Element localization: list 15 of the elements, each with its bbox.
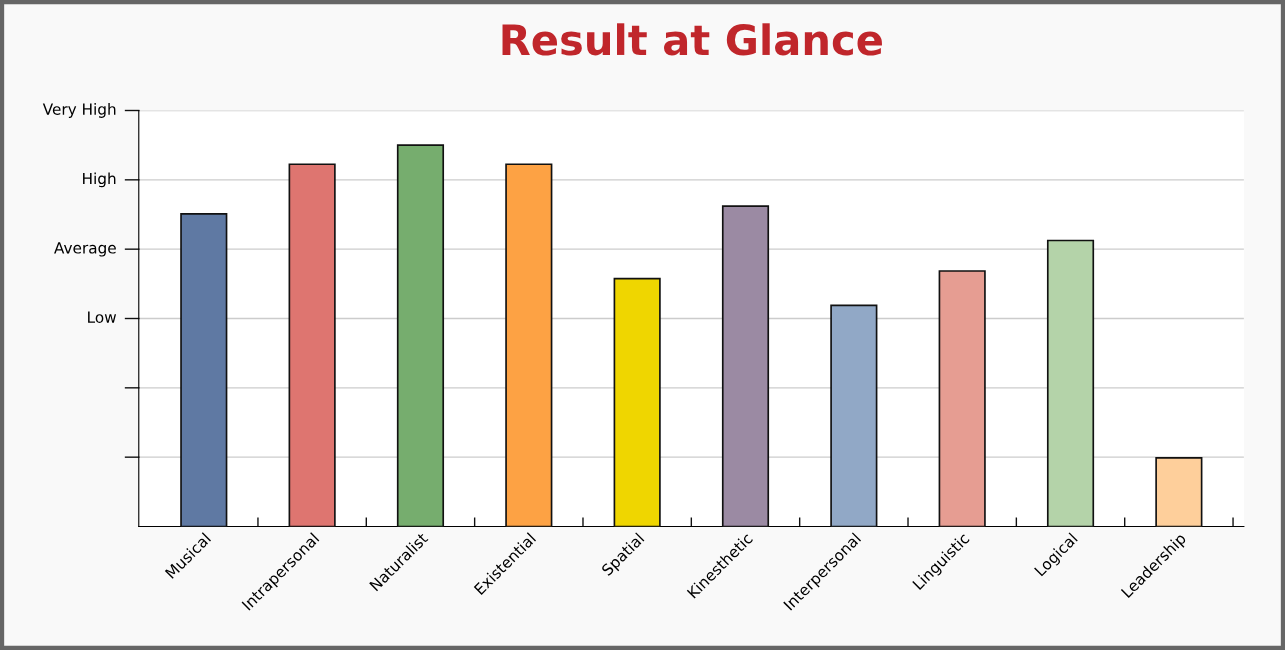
bar [938, 270, 986, 527]
bar [288, 163, 336, 527]
bar [613, 277, 661, 527]
bar [721, 205, 770, 527]
text: High [83, 172, 116, 188]
bar [830, 304, 878, 527]
chart-title: Result at Glance [502, 23, 882, 56]
bar [505, 163, 553, 527]
text: Low [88, 311, 117, 323]
text: Average [54, 242, 116, 257]
bar [180, 212, 228, 527]
bar [396, 144, 445, 527]
bar [1046, 239, 1095, 527]
text: Very High [42, 103, 116, 118]
bar [1155, 457, 1203, 527]
